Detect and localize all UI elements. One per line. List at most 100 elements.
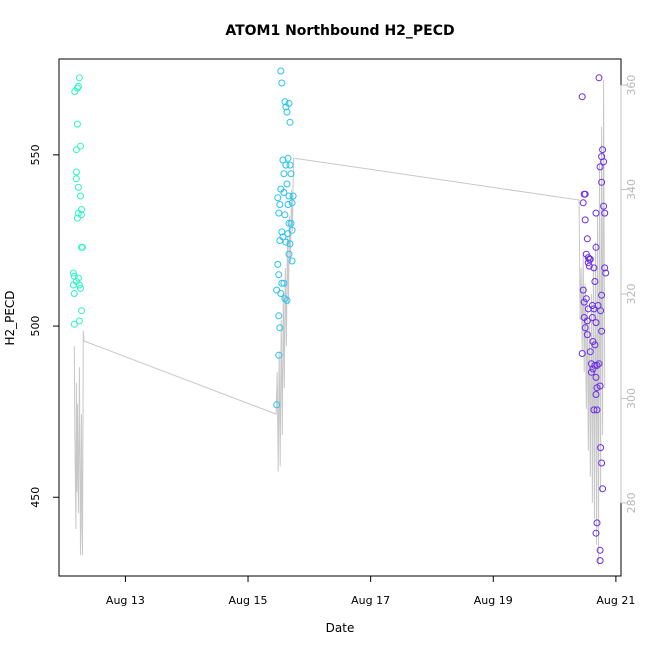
data-point [596, 546, 604, 554]
data-point [72, 168, 80, 176]
data-point [581, 190, 589, 198]
data-point [587, 368, 595, 376]
x-tick-label: Aug 21 [596, 594, 635, 607]
line-series [73, 79, 606, 566]
data-point [69, 269, 77, 277]
data-point [592, 209, 600, 217]
data-point [280, 189, 288, 196]
data-point [592, 391, 600, 398]
data-point [590, 406, 598, 414]
data-point [585, 262, 593, 270]
data-point [578, 350, 586, 357]
data-point [281, 211, 289, 219]
data-point [284, 201, 292, 208]
data-point [74, 82, 82, 90]
y-left-tick-label: 500 [29, 316, 42, 337]
data-point [278, 279, 286, 287]
data-point [579, 199, 587, 207]
data-point [75, 74, 83, 82]
data-point [282, 161, 290, 169]
data-point [288, 226, 296, 234]
data-point [600, 202, 608, 210]
data-point [73, 84, 81, 92]
data-point [586, 255, 594, 263]
x-tick-label: Aug 17 [351, 594, 390, 607]
data-point [584, 305, 592, 313]
data-point [591, 341, 599, 349]
data-point [283, 180, 291, 188]
data-point [581, 216, 589, 224]
data-point [275, 312, 283, 320]
data-point [591, 278, 599, 285]
data-point [273, 286, 281, 294]
data-point [287, 170, 295, 178]
data-point [75, 281, 83, 289]
y-left-tick-label: 550 [29, 144, 42, 165]
y-right-tick-label: 360 [625, 75, 638, 96]
data-point [277, 290, 285, 297]
data-point [592, 243, 600, 251]
plot-frame [58, 58, 622, 577]
data-point [78, 307, 85, 315]
y-right-tick-label: 340 [625, 179, 638, 200]
data-point [77, 192, 84, 200]
data-point [276, 237, 284, 244]
data-point [583, 331, 591, 339]
data-point [285, 219, 293, 227]
data-point [287, 219, 295, 227]
y-right-tick-label: 300 [625, 388, 638, 409]
data-point [77, 142, 84, 150]
x-tick-label: Aug 13 [106, 594, 145, 607]
line-series-layer [73, 79, 606, 566]
data-point [598, 178, 606, 186]
data-point [598, 291, 606, 299]
points-layer [69, 67, 610, 565]
data-point [580, 298, 588, 306]
data-point [284, 154, 292, 162]
data-point [595, 360, 603, 368]
data-point [280, 170, 288, 178]
data-point [286, 118, 294, 126]
data-point [278, 228, 286, 236]
data-point [72, 146, 80, 154]
data-point [275, 271, 283, 279]
data-point [597, 444, 605, 452]
data-point [598, 327, 606, 335]
data-point [282, 238, 290, 246]
data-point [589, 365, 597, 373]
data-point [275, 351, 283, 359]
x-tick-label: Aug 15 [229, 594, 268, 607]
data-point [601, 209, 609, 217]
axes: Aug 13 Aug 15 Aug 17 Aug 19 Aug 21 450 500 550 2… [29, 75, 638, 607]
data-point [593, 384, 601, 392]
data-point [73, 214, 81, 222]
data-point [280, 279, 288, 287]
y-right-tick-label: 320 [625, 284, 638, 305]
data-point [286, 240, 294, 248]
x-axis-label: Date [326, 621, 355, 635]
data-point [278, 79, 286, 87]
data-point [289, 192, 297, 200]
data-point [586, 348, 594, 356]
data-point [588, 314, 596, 321]
x-tick-label: Aug 19 [474, 594, 513, 607]
data-point [590, 305, 598, 313]
data-point [79, 243, 86, 251]
data-point [73, 120, 81, 128]
data-point [593, 519, 601, 527]
data-point [578, 93, 586, 101]
data-point [581, 324, 589, 332]
data-point [276, 324, 284, 332]
data-point [592, 319, 600, 327]
y-right-tick-label: 280 [625, 492, 638, 513]
data-point [77, 284, 84, 292]
data-point [74, 183, 82, 191]
data-point [582, 250, 590, 258]
data-point [590, 264, 598, 272]
data-point [78, 211, 85, 219]
data-point [593, 406, 601, 414]
data-point [589, 338, 597, 345]
data-point [600, 158, 608, 166]
data-point [277, 67, 285, 75]
